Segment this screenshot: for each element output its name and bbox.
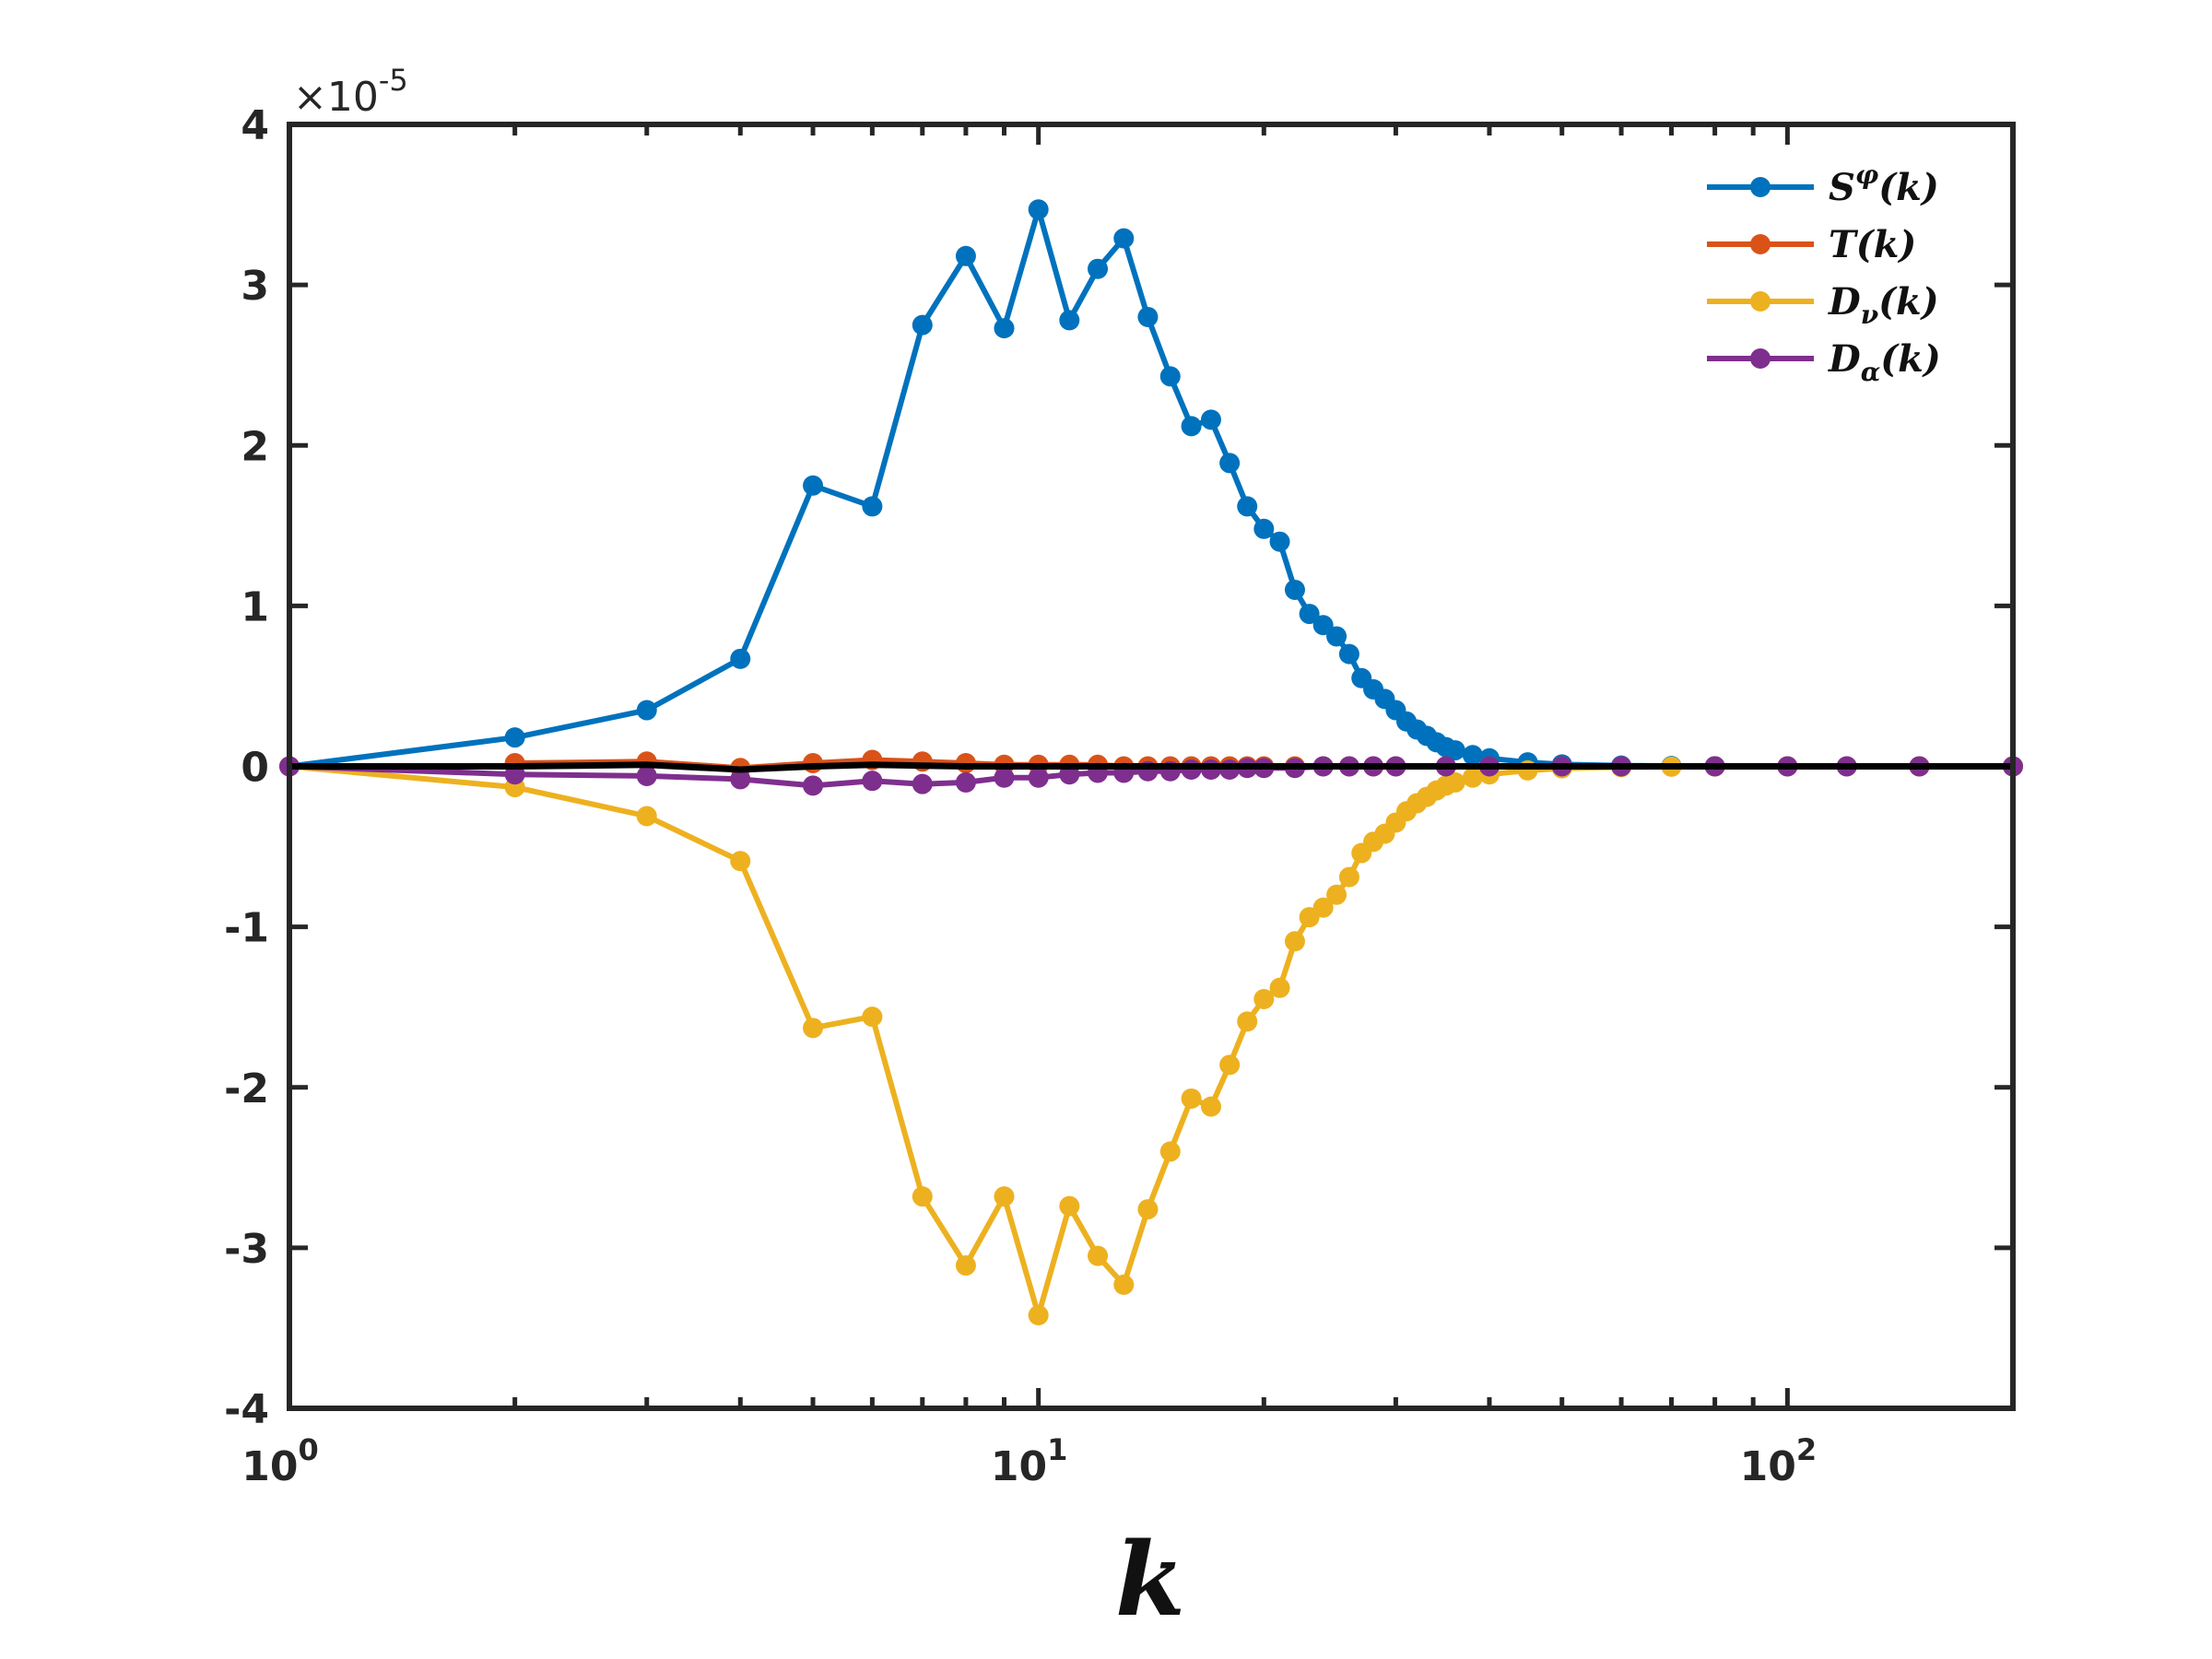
data-point xyxy=(862,1006,883,1028)
legend-label: Sφ(k) xyxy=(1829,159,1939,209)
data-point xyxy=(955,1255,976,1277)
data-point xyxy=(1059,1195,1080,1217)
series-2 xyxy=(279,756,2023,1326)
data-point xyxy=(1028,1305,1049,1326)
legend-swatch-marker xyxy=(1750,348,1771,369)
series-4 xyxy=(289,761,2013,773)
legend-item: T(k) xyxy=(1707,223,1916,266)
data-point xyxy=(1253,518,1275,539)
legend-swatch-marker xyxy=(1750,291,1771,312)
data-point xyxy=(1088,258,1109,279)
data-point xyxy=(955,771,976,793)
legend-label: Dν(k) xyxy=(1828,280,1939,330)
data-point xyxy=(1444,771,1465,793)
data-point xyxy=(1219,453,1241,474)
data-point xyxy=(1200,409,1221,430)
data-point xyxy=(1462,745,1483,766)
data-point xyxy=(994,767,1015,788)
data-point xyxy=(1269,977,1290,998)
data-point xyxy=(1269,531,1290,552)
y-tick-label: 2 xyxy=(241,423,269,470)
y-tick-label: -2 xyxy=(224,1065,269,1112)
data-point xyxy=(1137,1199,1159,1220)
data-point xyxy=(862,771,883,792)
y-tick-label: -3 xyxy=(224,1226,269,1273)
data-point xyxy=(1326,626,1347,647)
data-point xyxy=(1237,1011,1258,1032)
data-point xyxy=(1059,310,1080,331)
series-line xyxy=(289,761,2013,773)
data-point xyxy=(636,700,657,721)
y-tick-labels: 4 3 2 1 0 -1 -2 -3 -4 xyxy=(224,102,269,1433)
data-point xyxy=(994,318,1015,339)
data-point xyxy=(912,1186,933,1207)
data-point xyxy=(1284,579,1305,600)
data-point xyxy=(912,314,933,335)
data-point xyxy=(730,769,751,790)
data-point xyxy=(1159,1141,1181,1162)
y-tick-label: 4 xyxy=(241,102,269,149)
data-point xyxy=(1159,366,1181,387)
y-tick-label: 0 xyxy=(241,745,269,792)
legend-label: T(k) xyxy=(1829,223,1916,266)
x-axis-label: k xyxy=(1115,1520,1185,1639)
data-point xyxy=(504,727,525,748)
data-point xyxy=(1200,1096,1221,1117)
data-point xyxy=(730,648,751,669)
y-tick-label: -4 xyxy=(224,1386,269,1433)
data-point xyxy=(1462,767,1483,788)
legend-item: Dα(k) xyxy=(1707,337,1941,387)
data-point xyxy=(1312,615,1334,636)
legend-item: Sφ(k) xyxy=(1707,159,1939,209)
y-axis-multiplier: ×10-5 xyxy=(293,63,408,121)
plot-series xyxy=(279,199,2023,1326)
data-point xyxy=(1113,1274,1135,1295)
data-point xyxy=(912,773,933,794)
data-point xyxy=(955,245,976,266)
data-point xyxy=(636,806,657,827)
data-point xyxy=(1237,496,1258,517)
data-point xyxy=(730,851,751,872)
y-tick-label: 3 xyxy=(241,263,269,310)
data-point xyxy=(1326,884,1347,905)
x-tick-label: 101 xyxy=(991,1432,1068,1490)
legend-item: Dν(k) xyxy=(1707,280,1939,330)
legend-swatch-marker xyxy=(1750,234,1771,254)
data-point xyxy=(636,765,657,786)
data-point xyxy=(1028,767,1049,788)
data-point xyxy=(1284,931,1305,952)
data-point xyxy=(1113,228,1135,249)
data-point xyxy=(1181,416,1202,437)
x-tick-label: 100 xyxy=(241,1432,319,1490)
legend-swatch-marker xyxy=(1750,177,1771,197)
data-point xyxy=(1253,988,1275,1009)
data-point xyxy=(1181,1088,1202,1109)
data-point xyxy=(1299,604,1320,625)
data-point xyxy=(803,1018,824,1039)
legend: Sφ(k) T(k) Dν(k) Dα(k) xyxy=(1707,159,1941,387)
data-point xyxy=(1137,306,1159,327)
data-point xyxy=(994,1186,1015,1207)
plot-frame xyxy=(287,122,2016,1411)
data-point xyxy=(862,496,883,517)
data-point xyxy=(1338,643,1359,665)
data-point xyxy=(1088,1245,1109,1266)
data-point xyxy=(1338,866,1359,888)
data-point xyxy=(803,475,824,496)
data-point xyxy=(1028,199,1049,220)
y-tick-label: 1 xyxy=(241,583,269,630)
legend-label: Dα(k) xyxy=(1828,337,1941,387)
data-point xyxy=(1444,740,1465,761)
data-point xyxy=(1219,1054,1241,1076)
data-point xyxy=(1312,897,1334,918)
data-point xyxy=(803,775,824,796)
x-tick-labels: 100 101 102 xyxy=(241,1432,1817,1490)
y-tick-label: -1 xyxy=(224,905,269,952)
x-tick-label: 102 xyxy=(1740,1432,1818,1490)
